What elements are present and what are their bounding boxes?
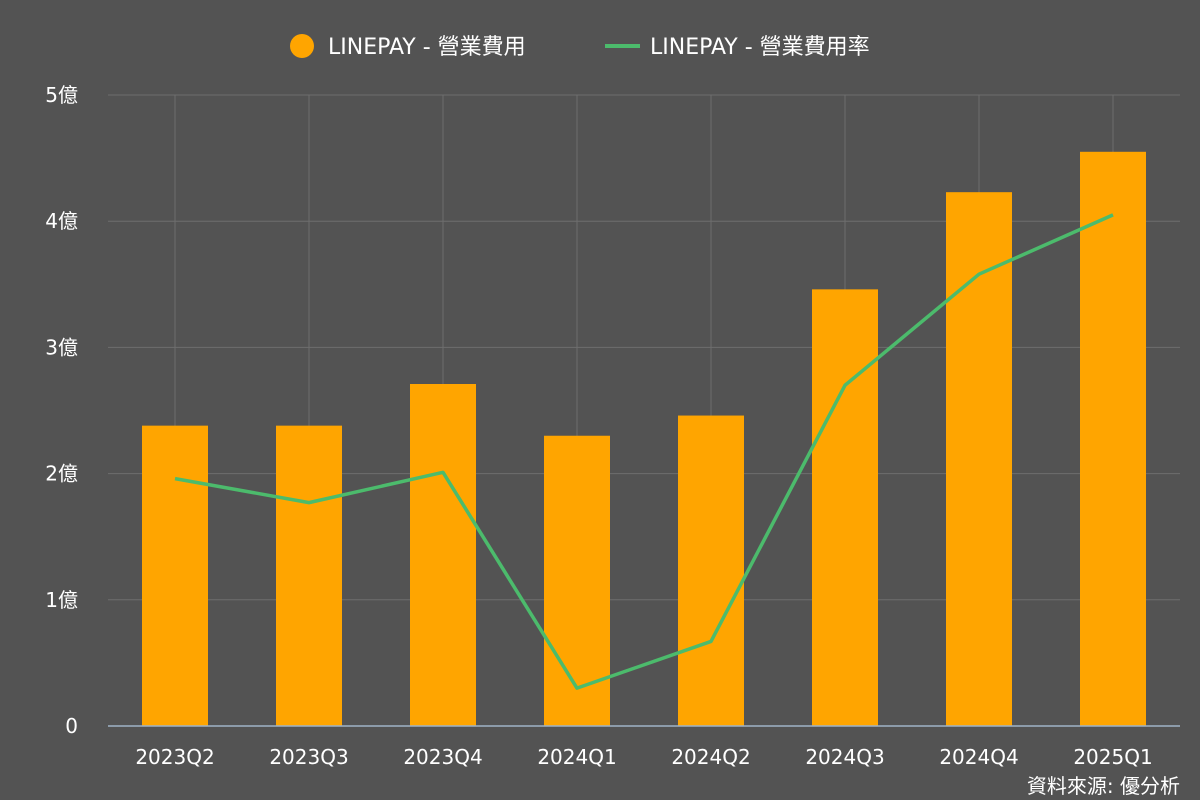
bar bbox=[678, 415, 744, 726]
x-tick-label: 2024Q3 bbox=[805, 745, 884, 769]
legend: LINEPAY - 營業費用 LINEPAY - 營業費用率 bbox=[290, 34, 870, 60]
y-tick-label: 4億 bbox=[45, 209, 78, 233]
x-tick-label: 2023Q4 bbox=[403, 745, 482, 769]
grid-layer bbox=[108, 94, 1180, 726]
bar bbox=[946, 192, 1012, 726]
y-tick-label: 1億 bbox=[45, 588, 78, 612]
y-tick-label: 2億 bbox=[45, 462, 78, 486]
x-tick-label: 2023Q2 bbox=[135, 745, 214, 769]
line-layer bbox=[174, 213, 1114, 690]
legend-label-line: LINEPAY - 營業費用率 bbox=[650, 35, 870, 60]
bar bbox=[1080, 151, 1146, 727]
bar bbox=[812, 289, 878, 726]
bars-layer bbox=[142, 151, 1146, 727]
y-tick-label: 3億 bbox=[45, 335, 78, 359]
bar bbox=[276, 425, 342, 726]
bar bbox=[410, 383, 476, 726]
x-tick-label: 2024Q4 bbox=[939, 745, 1018, 769]
axis-layer: 0 1億 2億 3億 4億 5億 2023Q2 2023Q3 2023Q4 2024Q1 2024Q… bbox=[45, 83, 1180, 769]
bar bbox=[544, 435, 610, 726]
x-tick-label: 2024Q2 bbox=[671, 745, 750, 769]
x-tick-label: 2025Q1 bbox=[1073, 745, 1152, 769]
source-label: 資料來源: 優分析 bbox=[1027, 774, 1180, 798]
series-line bbox=[174, 213, 1114, 690]
legend-marker-bar bbox=[290, 34, 314, 58]
legend-label-bar: LINEPAY - 營業費用 bbox=[328, 35, 526, 60]
bar bbox=[142, 425, 208, 726]
y-tick-label: 5億 bbox=[45, 83, 78, 107]
x-tick-label: 2023Q3 bbox=[269, 745, 348, 769]
x-tick-label: 2024Q1 bbox=[537, 745, 616, 769]
y-tick-label: 0 bbox=[65, 714, 78, 738]
